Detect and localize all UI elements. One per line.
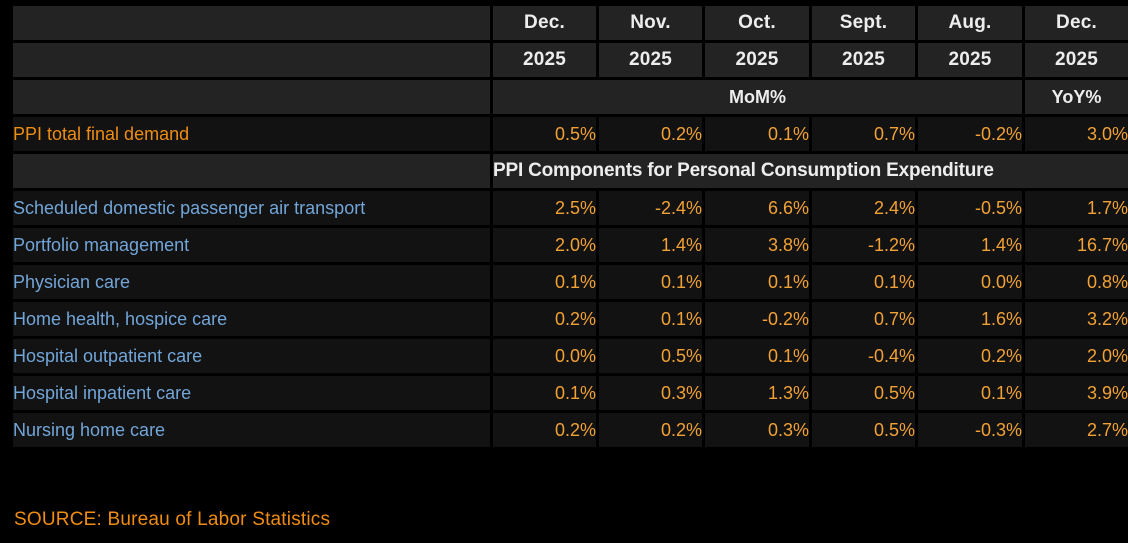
header-year-row: 2025 2025 2025 2025 2025 2025 <box>10 40 1128 80</box>
value-cell: 3.0% <box>1022 114 1128 154</box>
value-cell: -0.4% <box>809 336 918 376</box>
row-label: Portfolio management <box>10 225 493 265</box>
column-header-month: Nov. <box>596 3 705 43</box>
value-cell: 0.2% <box>490 299 599 339</box>
value-cell: 1.6% <box>915 299 1025 339</box>
value-cell: 2.4% <box>809 188 918 228</box>
value-cell: 0.1% <box>702 114 812 154</box>
column-header-year: 2025 <box>915 40 1025 80</box>
value-cell: 0.3% <box>596 373 705 413</box>
value-cell: 2.5% <box>490 188 599 228</box>
row-label: Hospital inpatient care <box>10 373 493 413</box>
header-empty-cell <box>10 3 493 43</box>
value-cell: 0.2% <box>596 114 705 154</box>
source-note: SOURCE: Bureau of Labor Statistics <box>14 509 331 530</box>
table-row: Nursing home care 0.2% 0.2% 0.3% 0.5% -0… <box>10 410 1128 450</box>
summary-row: PPI total final demand 0.5% 0.2% 0.1% 0.… <box>10 114 1128 154</box>
value-cell: 0.1% <box>809 262 918 302</box>
value-cell: 3.8% <box>702 225 812 265</box>
header-empty-cell <box>10 40 493 80</box>
ppi-data-table: Dec. Nov. Oct. Sept. Aug. Dec. 2025 2025… <box>10 3 1128 450</box>
value-cell: 0.1% <box>702 336 812 376</box>
section-header-row: PPI Components for Personal Consumption … <box>10 151 1128 191</box>
value-cell: 0.8% <box>1022 262 1128 302</box>
value-cell: 0.7% <box>809 299 918 339</box>
row-label: Physician care <box>10 262 493 302</box>
value-cell: 0.2% <box>490 410 599 450</box>
value-cell: 0.1% <box>915 373 1025 413</box>
table-row: Scheduled domestic passenger air transpo… <box>10 188 1128 228</box>
value-cell: 3.9% <box>1022 373 1128 413</box>
column-header-month: Sept. <box>809 3 918 43</box>
column-header-month: Dec. <box>490 3 599 43</box>
value-cell: -1.2% <box>809 225 918 265</box>
value-cell: -0.5% <box>915 188 1025 228</box>
column-header-year: 2025 <box>809 40 918 80</box>
value-cell: 0.1% <box>490 262 599 302</box>
yoy-units-header: YoY% <box>1022 77 1128 117</box>
value-cell: 0.0% <box>915 262 1025 302</box>
table-row: Physician care 0.1% 0.1% 0.1% 0.1% 0.0% … <box>10 262 1128 302</box>
value-cell: 2.7% <box>1022 410 1128 450</box>
value-cell: -0.2% <box>702 299 812 339</box>
value-cell: 1.7% <box>1022 188 1128 228</box>
value-cell: 0.1% <box>596 299 705 339</box>
column-header-month: Oct. <box>702 3 812 43</box>
summary-row-label: PPI total final demand <box>10 114 493 154</box>
value-cell: 0.1% <box>596 262 705 302</box>
value-cell: 2.0% <box>490 225 599 265</box>
value-cell: 0.5% <box>596 336 705 376</box>
value-cell: 6.6% <box>702 188 812 228</box>
column-header-month: Aug. <box>915 3 1025 43</box>
column-header-year: 2025 <box>1022 40 1128 80</box>
value-cell: 0.7% <box>809 114 918 154</box>
table-row: Hospital outpatient care 0.0% 0.5% 0.1% … <box>10 336 1128 376</box>
value-cell: 1.4% <box>915 225 1025 265</box>
value-cell: 0.1% <box>702 262 812 302</box>
value-cell: 1.3% <box>702 373 812 413</box>
section-empty-cell <box>10 151 493 191</box>
value-cell: 0.5% <box>809 373 918 413</box>
value-cell: 0.5% <box>809 410 918 450</box>
header-units-row: MoM% YoY% <box>10 77 1128 117</box>
value-cell: 3.2% <box>1022 299 1128 339</box>
table-row: Portfolio management 2.0% 1.4% 3.8% -1.2… <box>10 225 1128 265</box>
column-header-year: 2025 <box>702 40 812 80</box>
value-cell: 2.0% <box>1022 336 1128 376</box>
value-cell: 0.1% <box>490 373 599 413</box>
column-header-year: 2025 <box>596 40 705 80</box>
value-cell: 0.2% <box>915 336 1025 376</box>
column-header-year: 2025 <box>490 40 599 80</box>
table-row: Home health, hospice care 0.2% 0.1% -0.2… <box>10 299 1128 339</box>
header-empty-cell <box>10 77 493 117</box>
value-cell: 0.5% <box>490 114 599 154</box>
row-label: Home health, hospice care <box>10 299 493 339</box>
table-row: Hospital inpatient care 0.1% 0.3% 1.3% 0… <box>10 373 1128 413</box>
row-label: Scheduled domestic passenger air transpo… <box>10 188 493 228</box>
row-label: Nursing home care <box>10 410 493 450</box>
header-month-row: Dec. Nov. Oct. Sept. Aug. Dec. <box>10 3 1128 43</box>
value-cell: -0.2% <box>915 114 1025 154</box>
value-cell: 0.3% <box>702 410 812 450</box>
value-cell: -0.3% <box>915 410 1025 450</box>
value-cell: 16.7% <box>1022 225 1128 265</box>
column-header-month: Dec. <box>1022 3 1128 43</box>
section-title: PPI Components for Personal Consumption … <box>490 151 1128 191</box>
value-cell: -2.4% <box>596 188 705 228</box>
value-cell: 0.2% <box>596 410 705 450</box>
row-label: Hospital outpatient care <box>10 336 493 376</box>
mom-units-header: MoM% <box>490 77 1025 117</box>
value-cell: 0.0% <box>490 336 599 376</box>
value-cell: 1.4% <box>596 225 705 265</box>
